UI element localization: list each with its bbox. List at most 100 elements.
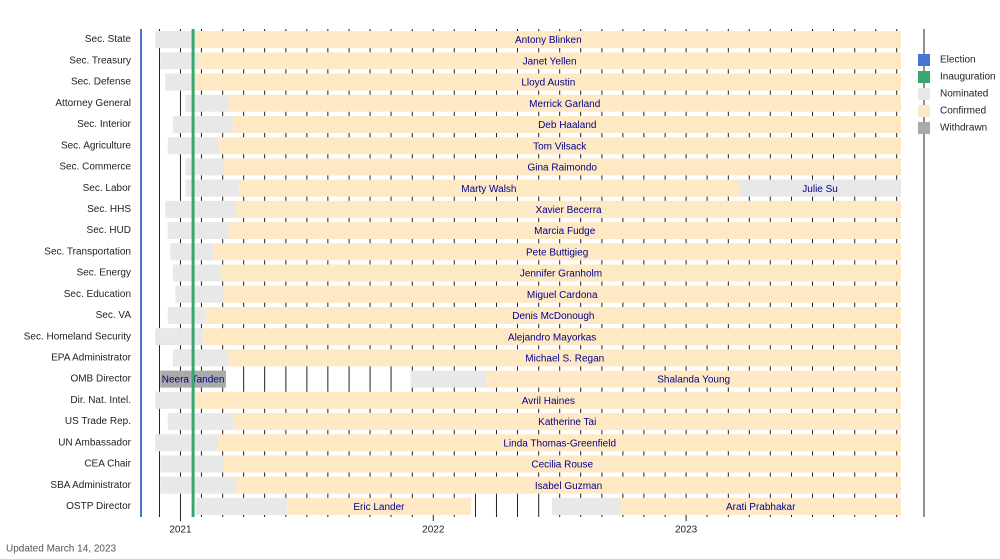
confirmed-bar	[236, 476, 901, 494]
row-label: Sec. Commerce	[59, 162, 131, 173]
official-name: Gina Raimondo	[527, 163, 597, 174]
official-name: Miguel Cardona	[527, 290, 598, 301]
row-label: Sec. HHS	[87, 204, 131, 215]
official-name: Marcia Fudge	[534, 226, 596, 237]
confirmed-bar	[223, 285, 902, 303]
legend-label: Election	[940, 55, 976, 66]
nominated-bar	[172, 115, 234, 133]
nominated-bar	[167, 413, 234, 431]
confirmed-bar	[286, 497, 472, 515]
nominated-bar	[410, 370, 487, 388]
legend-swatch	[918, 54, 930, 66]
confirmed-bar	[195, 391, 901, 409]
official-name: Pete Buttigieg	[526, 247, 588, 258]
official-name: Merrick Garland	[529, 99, 600, 110]
nominated-bar	[185, 179, 239, 197]
official-name: Marty Walsh	[461, 184, 516, 195]
row-label: Sec. Treasury	[69, 55, 131, 66]
legend-label: Confirmed	[940, 106, 986, 117]
official-name: Xavier Becerra	[535, 205, 602, 216]
official-name: Lloyd Austin	[521, 78, 575, 89]
row-label: Sec. Labor	[83, 183, 132, 194]
official-name: Julie Su	[802, 184, 838, 195]
nominated-bar	[167, 306, 206, 324]
confirmed-bar	[486, 370, 901, 388]
official-name: Denis McDonough	[512, 311, 594, 322]
nominated-bar	[155, 31, 196, 49]
x-tick-label: 2023	[675, 525, 698, 536]
legend-swatch	[918, 105, 930, 117]
confirmed-bar	[228, 94, 901, 112]
confirmed-bar	[213, 243, 901, 261]
row-label: EPA Administrator	[51, 353, 132, 364]
row-label: Sec. State	[85, 34, 132, 45]
x-tick-label: 2022	[422, 525, 445, 536]
official-name: Alejandro Mayorkas	[508, 332, 596, 343]
nominated-bar	[155, 328, 204, 346]
nominated-bar	[195, 497, 287, 515]
confirmed-bar	[195, 31, 901, 49]
nominated-bar	[165, 200, 237, 218]
row-label: CEA Chair	[84, 459, 131, 470]
row-label: Sec. Defense	[71, 77, 131, 88]
row-label: Sec. Homeland Security	[24, 331, 131, 342]
official-name: Shalanda Young	[657, 375, 730, 386]
nominated-bar	[160, 476, 237, 494]
row-label: Sec. VA	[96, 310, 132, 321]
row-label: Sec. Energy	[77, 268, 131, 279]
row-label: Sec. Agriculture	[61, 140, 131, 151]
official-name: Linda Thomas-Greenfield	[503, 438, 616, 449]
official-name: Janet Yellen	[523, 56, 577, 67]
row-label: OMB Director	[70, 374, 131, 385]
official-name: Jennifer Granholm	[520, 269, 602, 280]
confirmed-bar	[228, 222, 901, 240]
official-name: Cecilia Rouse	[531, 460, 593, 471]
nominated-bar	[165, 73, 196, 91]
legend-swatch	[918, 71, 930, 83]
nominated-bar	[155, 391, 196, 409]
official-name: Arati Prabhakar	[726, 502, 796, 513]
footnote: Updated March 14, 2023	[6, 544, 117, 555]
official-name: Deb Haaland	[538, 120, 596, 131]
legend-label: Withdrawn	[940, 123, 987, 134]
row-label: Dir. Nat. Intel.	[70, 395, 131, 406]
official-name: Eric Lander	[353, 502, 405, 513]
nominated-bar	[155, 434, 219, 452]
nominated-bar	[185, 158, 224, 176]
confirmed-bar	[223, 158, 902, 176]
row-label: Sec. HUD	[87, 225, 131, 236]
row-label: Sec. Education	[64, 289, 131, 300]
confirmed-bar	[233, 413, 901, 431]
legend-swatch	[918, 122, 930, 134]
nominated-bar	[167, 222, 229, 240]
confirmed-bar	[203, 328, 901, 346]
official-name: Avril Haines	[522, 396, 575, 407]
official-name: Tom Vilsack	[533, 141, 587, 152]
row-label: SBA Administrator	[50, 480, 131, 491]
row-label: UN Ambassador	[58, 437, 131, 448]
row-label: OSTP Director	[66, 501, 131, 512]
confirmed-bar	[205, 306, 901, 324]
official-name: Katherine Tai	[538, 417, 596, 428]
official-name: Antony Blinken	[515, 35, 582, 46]
confirmed-bar	[218, 137, 901, 155]
row-label: US Trade Rep.	[65, 416, 131, 427]
row-label: Attorney General	[55, 98, 131, 109]
legend-swatch	[918, 88, 930, 100]
nominated-bar	[175, 285, 224, 303]
legend-label: Inauguration	[940, 72, 996, 83]
nominated-bar	[172, 264, 221, 282]
nominated-bar	[552, 497, 621, 515]
confirmed-bar	[218, 434, 901, 452]
nominated-bar	[172, 349, 229, 367]
confirmed-bar	[620, 497, 901, 515]
row-label: Sec. Transportation	[44, 246, 131, 257]
legend-label: Nominated	[940, 89, 988, 100]
confirmed-bar	[233, 115, 901, 133]
confirmed-bar	[228, 349, 901, 367]
row-label: Sec. Interior	[77, 119, 132, 130]
nominated-bar	[185, 94, 229, 112]
official-name: Michael S. Regan	[525, 354, 604, 365]
nominated-bar	[160, 52, 199, 70]
